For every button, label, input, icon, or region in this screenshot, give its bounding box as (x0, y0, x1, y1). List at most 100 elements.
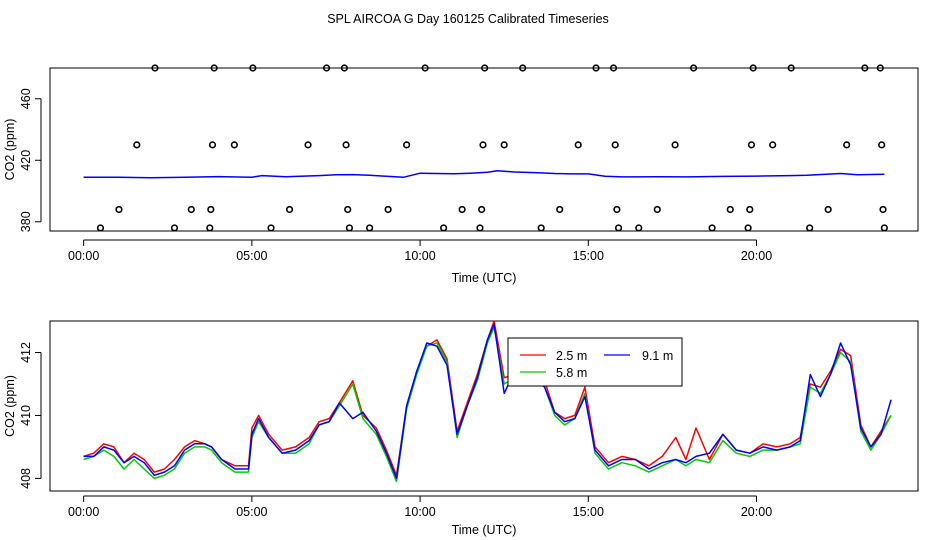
calibration-point (689, 64, 698, 72)
calibration-point (210, 64, 218, 72)
calibration-point (366, 224, 374, 232)
legend: 2.5 m 9.1 m 5.8 m (507, 337, 683, 387)
series-lines (83, 169, 885, 179)
calibration-point (285, 205, 294, 214)
y-tick-label: 410 (19, 405, 33, 426)
series-line-0 (83, 169, 885, 179)
x-tick-label: 10:00 (404, 505, 435, 519)
legend-label-5-8m: 5.8 m (556, 366, 587, 380)
calibration-point (806, 224, 814, 232)
x-tick-label: 20:00 (741, 505, 772, 519)
calibration-point (187, 205, 195, 214)
calibration-point (609, 64, 618, 72)
calibration-point (133, 141, 141, 149)
calibration-point (635, 224, 643, 232)
calibration-point (537, 224, 545, 232)
x-axis-label: Time (UTC) (452, 523, 517, 537)
legend-box (507, 337, 683, 387)
calibration-panel: Time (UTC) CO2 (ppm) 00:00 05:00 10:00 15:0… (3, 64, 919, 285)
x-tick-label: 05:00 (236, 505, 267, 519)
calibration-point (861, 64, 869, 72)
calibration-point (208, 141, 217, 149)
calibration-point (476, 224, 484, 232)
calibration-point (671, 141, 679, 149)
plot-frame (49, 320, 919, 492)
y-tick-label: 460 (19, 88, 33, 109)
calibration-point (824, 205, 832, 214)
x-axis-label: Time (UTC) (452, 271, 517, 285)
calibration-point (151, 64, 159, 72)
calibration-point (421, 64, 429, 72)
calibration-point (96, 224, 105, 232)
y-axis: 408 410 412 (19, 342, 42, 489)
calibration-points (96, 64, 888, 232)
calibration-point (574, 141, 582, 149)
legend-label-2-5m: 2.5 m (556, 349, 587, 363)
calibration-point (787, 64, 795, 72)
plot-frame (49, 67, 919, 232)
calibration-point (344, 205, 352, 214)
calibration-point (878, 141, 886, 149)
calibration-point (592, 64, 600, 72)
calibration-point (614, 224, 623, 232)
calibration-point (115, 205, 123, 214)
calibration-point (206, 224, 214, 232)
calibration-point (170, 224, 179, 232)
timeseries-panel: Time (UTC) CO2 (ppm) 00:00 05:00 10:00 15:0… (3, 320, 919, 537)
calibration-point (230, 141, 238, 149)
calibration-point (500, 141, 508, 149)
calibration-point (653, 205, 661, 214)
series-line-9-1-m (83, 323, 892, 480)
calibration-point (458, 205, 466, 214)
x-tick-label: 00:00 (68, 505, 99, 519)
y-axis: 380 420 460 (19, 88, 42, 232)
calibration-point (304, 141, 312, 149)
figure-title: SPL AIRCOA G Day 160125 Calibrated Times… (327, 12, 609, 26)
calibration-point (843, 141, 851, 149)
calibration-point (519, 64, 527, 72)
x-tick-label: 10:00 (404, 249, 435, 263)
calibration-point (478, 205, 486, 214)
series-lines (83, 320, 892, 483)
x-axis: 00:00 05:00 10:00 15:00 20:00 (68, 239, 772, 263)
calibration-point (384, 205, 392, 214)
legend-label-9-1m: 9.1 m (642, 349, 673, 363)
calibration-point (749, 64, 757, 72)
y-axis-label: CO2 (ppm) (3, 119, 17, 181)
calibration-point (207, 205, 215, 214)
y-tick-label: 420 (19, 150, 33, 171)
calibration-point (481, 64, 489, 72)
calibration-point (613, 205, 621, 214)
calibration-point (403, 141, 411, 149)
series-line-5-8-m (83, 326, 892, 483)
calibration-point (556, 205, 564, 214)
calibration-point (249, 64, 257, 72)
calibration-point (746, 205, 754, 214)
calibration-point (876, 64, 884, 72)
calibration-point (267, 224, 275, 232)
calibration-point (440, 224, 448, 232)
y-tick-label: 408 (19, 468, 33, 489)
calibration-point (322, 64, 331, 72)
y-tick-label: 412 (19, 342, 33, 363)
calibration-point (708, 224, 716, 232)
calibration-point (726, 205, 734, 214)
x-tick-label: 15:00 (573, 249, 604, 263)
calibration-point (769, 141, 777, 149)
calibration-point (345, 224, 354, 232)
x-axis: 00:00 05:00 10:00 15:00 20:00 (68, 495, 772, 519)
calibration-point (342, 141, 350, 149)
calibration-point (747, 141, 756, 149)
x-tick-label: 00:00 (68, 249, 99, 263)
y-axis-label: CO2 (ppm) (3, 375, 17, 437)
y-tick-label: 380 (19, 211, 33, 232)
calibration-point (611, 141, 619, 149)
x-tick-label: 15:00 (573, 505, 604, 519)
calibration-point (879, 205, 887, 214)
calibration-point (340, 64, 348, 72)
calibration-point (479, 141, 487, 149)
x-tick-label: 20:00 (741, 249, 772, 263)
calibration-point (880, 224, 888, 232)
